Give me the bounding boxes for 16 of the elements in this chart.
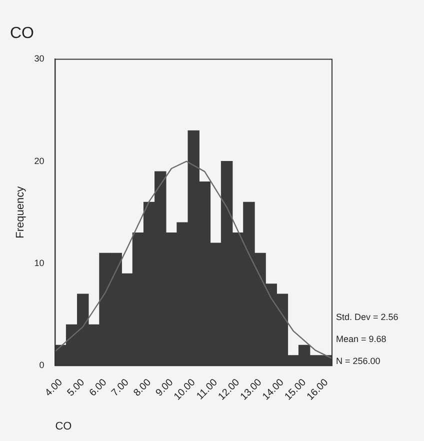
x-tick-label: 5.00 (65, 376, 88, 399)
y-tick-label: 30 (34, 54, 44, 64)
x-tick-label: 8.00 (132, 376, 154, 399)
y-axis-title: Frequency (14, 186, 27, 238)
y-tick-label: 20 (34, 156, 44, 166)
text: N = 256.00 (336, 356, 380, 366)
text: Std. Dev = 2.56 (336, 312, 398, 322)
y-tick-label: 0 (39, 360, 44, 370)
text: Mean = 9.68 (336, 334, 386, 344)
chart-title: CO (10, 25, 34, 42)
x-tick-label: 7.00 (110, 376, 132, 399)
x-axis-title: CO (55, 420, 72, 432)
x-tick-label: 9.00 (154, 376, 176, 399)
x-tick-label: 4.00 (43, 376, 66, 399)
x-tick-label: 6.00 (88, 376, 110, 399)
y-tick-label: 10 (34, 258, 44, 268)
